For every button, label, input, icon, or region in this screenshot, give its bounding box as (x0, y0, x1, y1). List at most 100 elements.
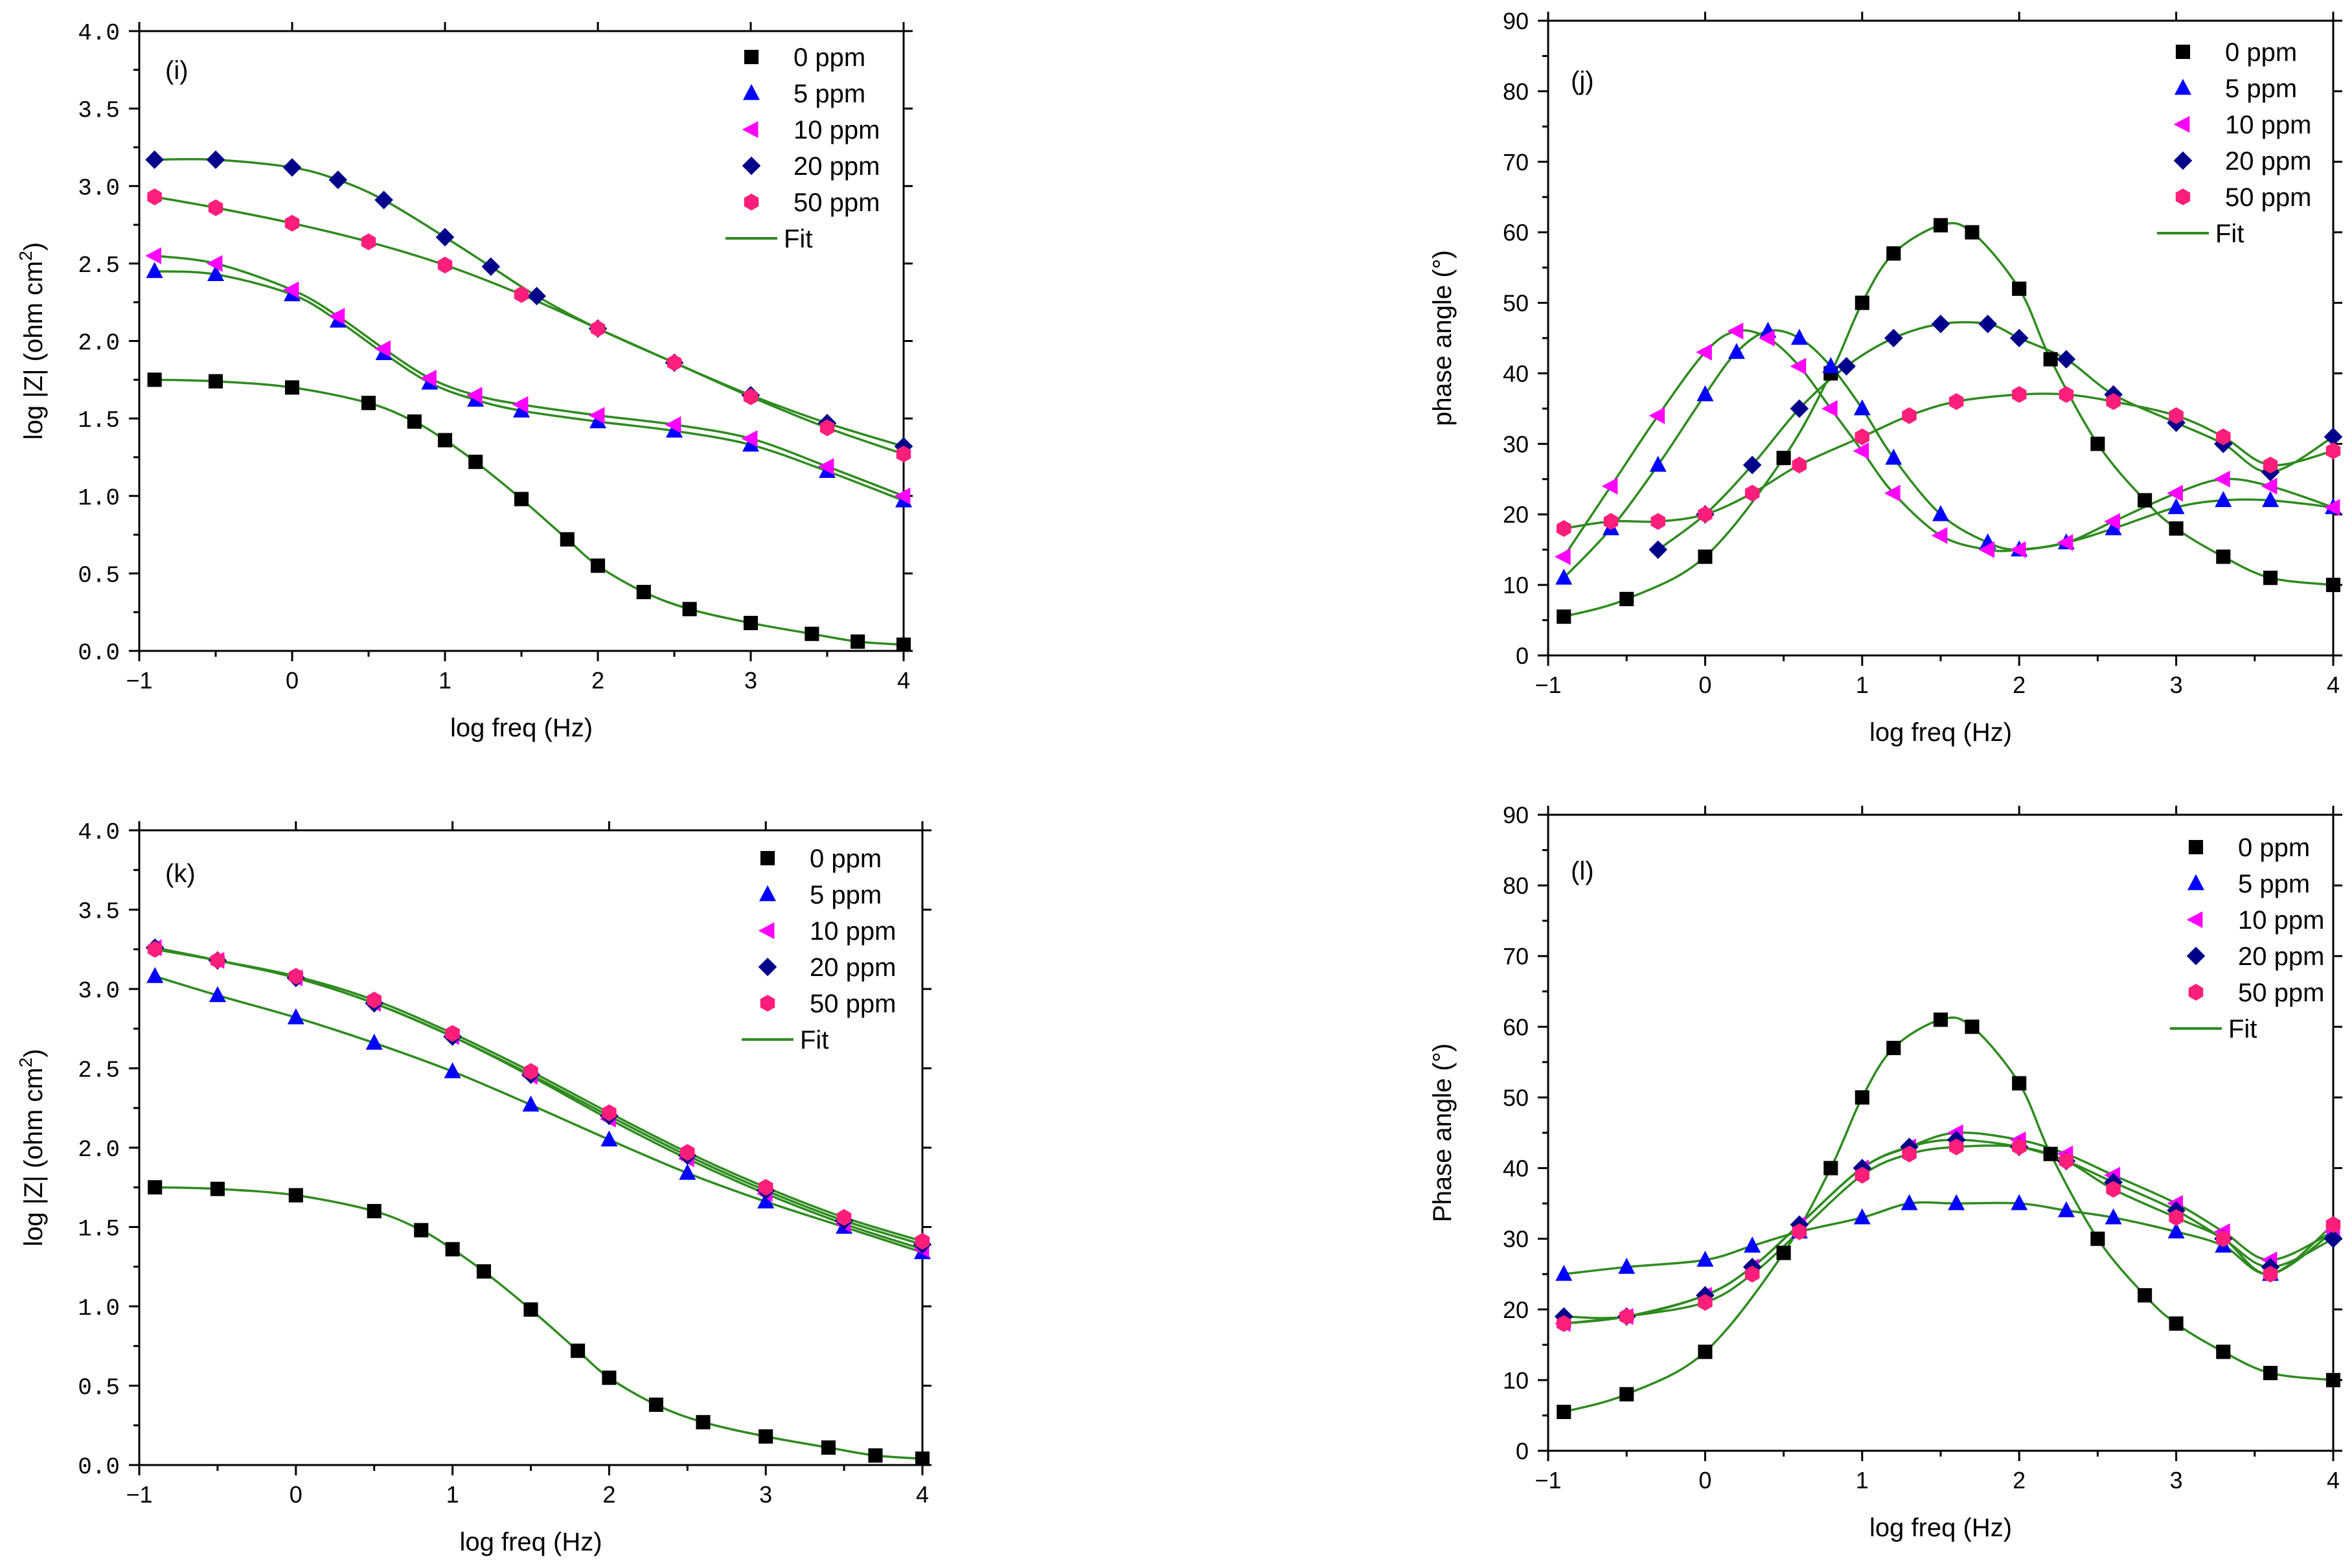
data-point (2323, 427, 2343, 446)
series-5-ppm (1555, 1194, 2342, 1281)
legend-marker (2175, 44, 2191, 60)
data-point (414, 1223, 429, 1238)
data-point (2057, 350, 2076, 369)
data-point (282, 158, 302, 177)
data-point (1853, 442, 1869, 460)
data-point (2106, 393, 2121, 410)
data-point (2009, 541, 2026, 558)
data-point (1603, 513, 1619, 530)
legend-label: Fit (784, 225, 812, 253)
data-point (1727, 323, 1744, 340)
data-point (1853, 399, 1871, 416)
data-point (1601, 477, 1618, 495)
data-point (282, 281, 299, 299)
data-point (207, 265, 224, 282)
data-point (1649, 455, 1667, 472)
y-tick-label: 3.5 (78, 98, 120, 124)
data-point (2216, 428, 2231, 446)
data-point (2090, 1231, 2105, 1246)
data-point (1853, 1208, 1871, 1225)
y-tick-label: 0.5 (78, 562, 120, 589)
legend-marker (758, 957, 777, 977)
y-tick-label: 50 (1503, 1084, 1529, 1111)
data-point (1555, 568, 1573, 585)
panel-label: (k) (165, 859, 196, 888)
data-point (743, 615, 759, 630)
data-point (2325, 442, 2341, 460)
legend-marker (742, 121, 759, 138)
y-axis-label-text: Phase angle (°) (1428, 1043, 1457, 1222)
x-tick-label: 1 (446, 1481, 459, 1508)
data-point (894, 487, 911, 505)
data-point (1556, 520, 1571, 537)
data-point (1885, 448, 1902, 465)
data-point (1855, 428, 1870, 446)
x-tick-label: 2 (591, 667, 604, 694)
y-tick-label: 2.0 (78, 1137, 120, 1163)
data-point (2263, 457, 2278, 473)
legend-marker (744, 194, 759, 210)
y-tick-label: 1.5 (78, 407, 120, 434)
data-point (836, 1209, 852, 1226)
x-tick-label: −1 (126, 1481, 152, 1508)
data-point (682, 602, 697, 617)
y-tick-label: 10 (1503, 572, 1529, 598)
data-point (1932, 505, 1949, 521)
data-point (1855, 1090, 1869, 1105)
legend-marker (2173, 116, 2190, 133)
fit-line-0-ppm (154, 378, 904, 646)
data-point (2262, 491, 2279, 507)
data-point (2011, 1194, 2028, 1210)
x-tick-label: −1 (126, 667, 152, 694)
data-point (1555, 1264, 1573, 1281)
data-point (1790, 358, 1807, 375)
data-point (1698, 506, 1713, 523)
y-tick-label: 40 (1503, 1155, 1529, 1182)
data-point (2104, 513, 2121, 530)
data-point (1965, 1019, 1980, 1034)
legend-label: 20 ppm (794, 152, 880, 181)
data-point (600, 1130, 618, 1147)
data-point (590, 320, 606, 337)
data-point (1965, 225, 1980, 240)
data-point (1744, 484, 1760, 502)
x-tick-label: −1 (1535, 1467, 1561, 1494)
y-tick-label: 70 (1503, 149, 1529, 176)
data-point (2169, 1209, 2184, 1226)
data-point (1821, 400, 1838, 417)
data-point (821, 1440, 836, 1455)
data-point (1933, 218, 1948, 233)
y-tick-label: 2.5 (78, 1058, 120, 1084)
panel-label: (i) (165, 56, 188, 85)
legend-marker (2175, 188, 2191, 205)
y-tick-label: 20 (1503, 1297, 1529, 1323)
legend-label: 10 ppm (810, 917, 896, 946)
legend-marker (2187, 874, 2204, 891)
y-tick-label: 3.0 (78, 175, 120, 201)
fit-line-20-ppm (154, 157, 904, 448)
legend-label: 5 ppm (794, 80, 865, 108)
legend-label: 0 ppm (2238, 834, 2310, 862)
fit-line-0-ppm (155, 1186, 923, 1460)
x-tick-label: 2 (2013, 672, 2026, 698)
data-point (2012, 1076, 2027, 1091)
legend-marker (742, 156, 761, 176)
panel-label: (j) (1571, 67, 1594, 95)
x-tick-label: 1 (1856, 672, 1869, 698)
data-point (523, 1302, 538, 1317)
data-point (210, 951, 225, 969)
data-point (374, 340, 391, 358)
data-point (1855, 1166, 1870, 1184)
data-point (206, 150, 225, 169)
data-point (420, 369, 437, 387)
fit-line-50-ppm (154, 948, 923, 1243)
data-point (1901, 1194, 1918, 1210)
legend-label: 10 ppm (794, 116, 880, 144)
data-point (1792, 1223, 1807, 1240)
y-tick-label: 0 (1516, 1438, 1529, 1464)
x-tick-label: 3 (2170, 672, 2183, 698)
x-tick-label: 0 (1698, 1467, 1711, 1494)
x-tick-label: 2 (602, 1481, 615, 1508)
data-point (1855, 295, 1869, 310)
data-point (742, 435, 759, 452)
